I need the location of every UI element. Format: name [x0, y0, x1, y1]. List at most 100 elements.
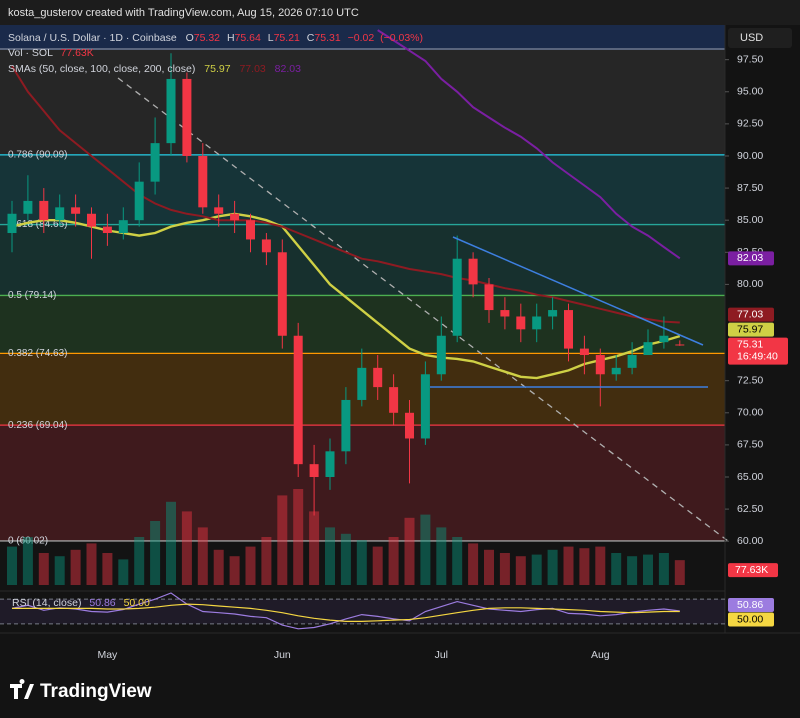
- volume-bar: [595, 546, 606, 585]
- y-tick-label: 97.50: [737, 53, 763, 65]
- volume-bar: [38, 553, 49, 585]
- upper-fib-band: [0, 50, 725, 156]
- fib-levels: 0.786 (90.09) 0.618 (84.66) 0.5 (79.14) 0.3…: [0, 149, 725, 547]
- fib-label: 0.236 (69.04): [8, 420, 68, 431]
- candle-body: [341, 399, 351, 452]
- volume-bar: [325, 527, 335, 585]
- candle-body: [659, 335, 669, 343]
- sma-price-label: 75.97: [737, 323, 763, 335]
- volume-bar: [22, 537, 33, 585]
- volume-bar: [356, 540, 367, 585]
- candle-body: [405, 412, 414, 439]
- y-tick-label: 70.00: [737, 407, 763, 419]
- rsi-value-label: 50.00: [737, 613, 763, 625]
- volume-bar: [515, 556, 526, 585]
- volume-bar: [468, 543, 479, 585]
- candle-body: [261, 239, 271, 253]
- y-tick-label: 92.50: [737, 118, 763, 130]
- y-tick-label: 67.50: [737, 439, 763, 451]
- legend-volume-row: Vol · SOL 77.63K: [8, 47, 94, 59]
- ohlc-label: O: [186, 32, 194, 44]
- volume-bar: [229, 556, 240, 585]
- legend-sma-row: SMAs (50, close, 100, close, 200, close)…: [8, 63, 301, 75]
- y-tick-label: 65.00: [737, 471, 763, 483]
- candle-body: [579, 348, 589, 356]
- candle-body: [134, 181, 144, 221]
- volume-bar: [611, 553, 622, 585]
- attribution: kosta_gusterov created with TradingView.…: [8, 7, 359, 19]
- volume-bar: [420, 514, 431, 585]
- volume-bar: [627, 556, 638, 585]
- volume-bar: [404, 517, 415, 585]
- volume-bar: [452, 537, 463, 585]
- volume-bar: [197, 527, 208, 585]
- volume-bar: [547, 549, 558, 585]
- y-tick-label: 85.00: [737, 214, 763, 226]
- candle-body: [23, 200, 33, 214]
- change: −0.02: [348, 32, 375, 44]
- rsi-ma-value: 50.00: [124, 597, 150, 609]
- x-tick-label: May: [97, 649, 118, 661]
- candle-body: [309, 464, 319, 477]
- volume-bar: [150, 521, 161, 585]
- last-price-box: [728, 337, 788, 365]
- volume-bar: [70, 549, 81, 585]
- candle-body: [357, 367, 367, 400]
- volume-bar: [643, 554, 653, 585]
- candle-body: [611, 367, 621, 375]
- candle-body: [277, 252, 287, 336]
- candle-body: [516, 316, 526, 330]
- fib-band: [0, 425, 725, 541]
- fib-label: 0 (60.02): [8, 536, 48, 547]
- volume-bar: [86, 543, 97, 585]
- volume-bar: [277, 495, 288, 585]
- candle-body: [532, 316, 542, 330]
- sma-price-box: [728, 307, 774, 322]
- volume-bar: [340, 533, 351, 585]
- y-tick-label: 60.00: [737, 535, 763, 547]
- candle-body: [675, 344, 685, 346]
- rsi-title: RSI (14, close): [12, 597, 81, 609]
- candle-body: [55, 207, 65, 221]
- candle-body: [198, 155, 208, 208]
- x-tick-label: Aug: [591, 649, 610, 661]
- fib-band: [0, 224, 725, 296]
- price-axis: 97.5095.0092.5090.0087.5085.0082.5080.00…: [725, 53, 788, 578]
- sma-value: 77.03: [239, 63, 265, 75]
- sma-price-box: [728, 322, 774, 337]
- logo-text: TradingView: [40, 681, 152, 702]
- candle-body: [71, 207, 81, 214]
- currency-box: [728, 28, 792, 48]
- y-tick-label: 80.00: [737, 278, 763, 290]
- volume-bar: [579, 548, 590, 585]
- logo-icon: [10, 678, 34, 699]
- ohlc-value: 75.31: [314, 32, 340, 44]
- volume-bar: [134, 537, 145, 585]
- candle-body: [420, 374, 430, 439]
- last-price-label: 75.31: [737, 338, 763, 350]
- candle-body: [7, 213, 17, 234]
- y-tick-label: 95.00: [737, 86, 763, 98]
- volume-box: [728, 563, 778, 578]
- volume-label: 77.63K: [735, 564, 768, 576]
- candle-body: [548, 310, 558, 317]
- ohlc-value: 75.64: [235, 32, 261, 44]
- symbol: Solana / U.S. Dollar · 1D · Coinbase: [8, 32, 177, 44]
- y-tick-label: 72.50: [737, 374, 763, 386]
- fib-band: [0, 154, 725, 225]
- candle-body: [214, 207, 224, 214]
- candle-body: [39, 200, 49, 221]
- candle-body: [182, 78, 192, 156]
- volume-value: 77.63K: [60, 47, 93, 59]
- sma-price-label: 82.03: [737, 252, 763, 264]
- volume-bar: [436, 527, 447, 585]
- fib-label: 0.5 (79.14): [8, 290, 56, 301]
- volume-bar: [388, 537, 399, 585]
- volume-bar: [674, 560, 685, 585]
- ohlc-label: C: [307, 32, 315, 44]
- y-tick-label: 90.00: [737, 150, 763, 162]
- top-bar: [0, 0, 800, 25]
- volume-bar: [166, 501, 176, 585]
